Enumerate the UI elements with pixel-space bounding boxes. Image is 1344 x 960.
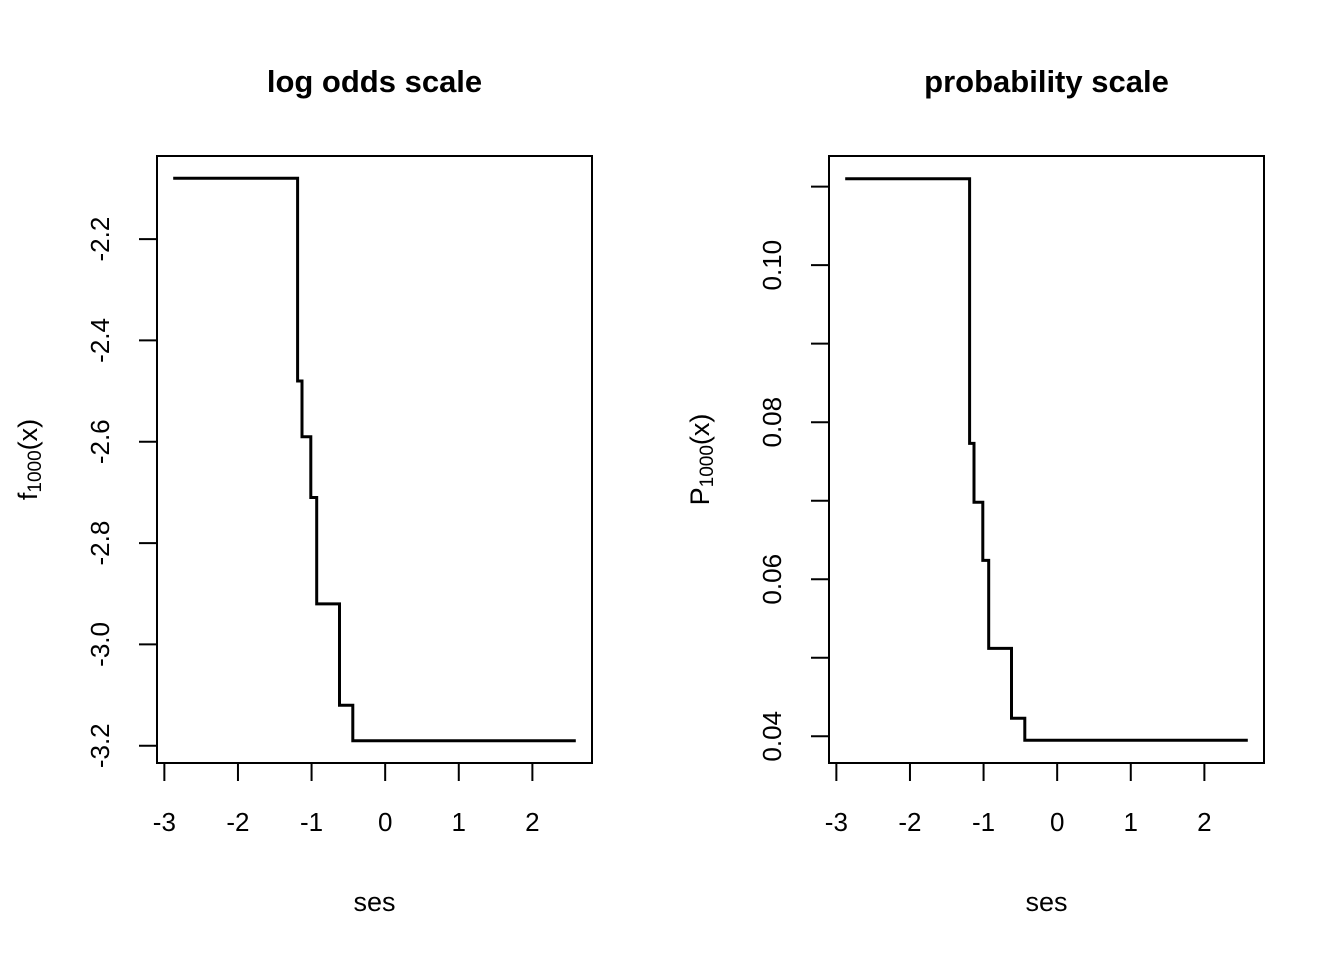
- chart-title: probability scale: [924, 64, 1169, 99]
- y-tick-label: -2.8: [85, 521, 115, 566]
- x-tick-label: -1: [972, 807, 995, 837]
- x-tick-label: 1: [1124, 807, 1138, 837]
- x-tick-label: 2: [1197, 807, 1211, 837]
- x-axis-title: ses: [353, 887, 395, 917]
- y-axis-title: f1000(x): [13, 419, 46, 500]
- x-tick-label: 0: [378, 807, 392, 837]
- panel-probability-scale: probability scale -3 -2 -1 0 1 2 0.04 0.06 0.08 0.…: [672, 0, 1344, 960]
- log-odds-chart: log odds scale -3 -2 -1 0 1 2 -3.2 -3.0 -2.8 -2.6 -…: [13, 64, 593, 917]
- x-tick-label: -1: [300, 807, 323, 837]
- plot-box: [156, 155, 593, 764]
- y-tick-label: 0.06: [757, 554, 787, 605]
- y-tick-label: -3.0: [85, 622, 115, 667]
- x-tick-label: -2: [226, 807, 249, 837]
- x-tick-label: 0: [1050, 807, 1064, 837]
- y-tick-label: -2.2: [85, 217, 115, 262]
- y-tick-label: -2.6: [85, 419, 115, 464]
- y-tick-label: 0.04: [757, 711, 787, 762]
- x-axis-title: ses: [1025, 887, 1067, 917]
- x-tick-label: 2: [525, 807, 539, 837]
- y-tick-label: 0.08: [757, 397, 787, 448]
- panel-log-odds-scale: log odds scale -3 -2 -1 0 1 2 -3.2 -3.0 -2.8 -2.6 -…: [13, 64, 593, 917]
- y-tick-label: 0.10: [757, 240, 787, 291]
- probability-chart: probability scale -3 -2 -1 0 1 2 0.04 0.06 0.08 0.…: [685, 64, 1265, 917]
- y-tick-label: -3.2: [85, 723, 115, 768]
- y-axis-title: P1000(x): [685, 414, 718, 506]
- y-tick-label: -2.4: [85, 318, 115, 363]
- x-tick-label: -3: [153, 807, 176, 837]
- x-tick-label: -3: [825, 807, 848, 837]
- chart-title: log odds scale: [267, 64, 482, 99]
- x-tick-label: 1: [452, 807, 466, 837]
- step-line: [173, 176, 576, 743]
- plot-box: [828, 155, 1265, 764]
- x-tick-label: -2: [898, 807, 921, 837]
- step-line: [845, 177, 1248, 742]
